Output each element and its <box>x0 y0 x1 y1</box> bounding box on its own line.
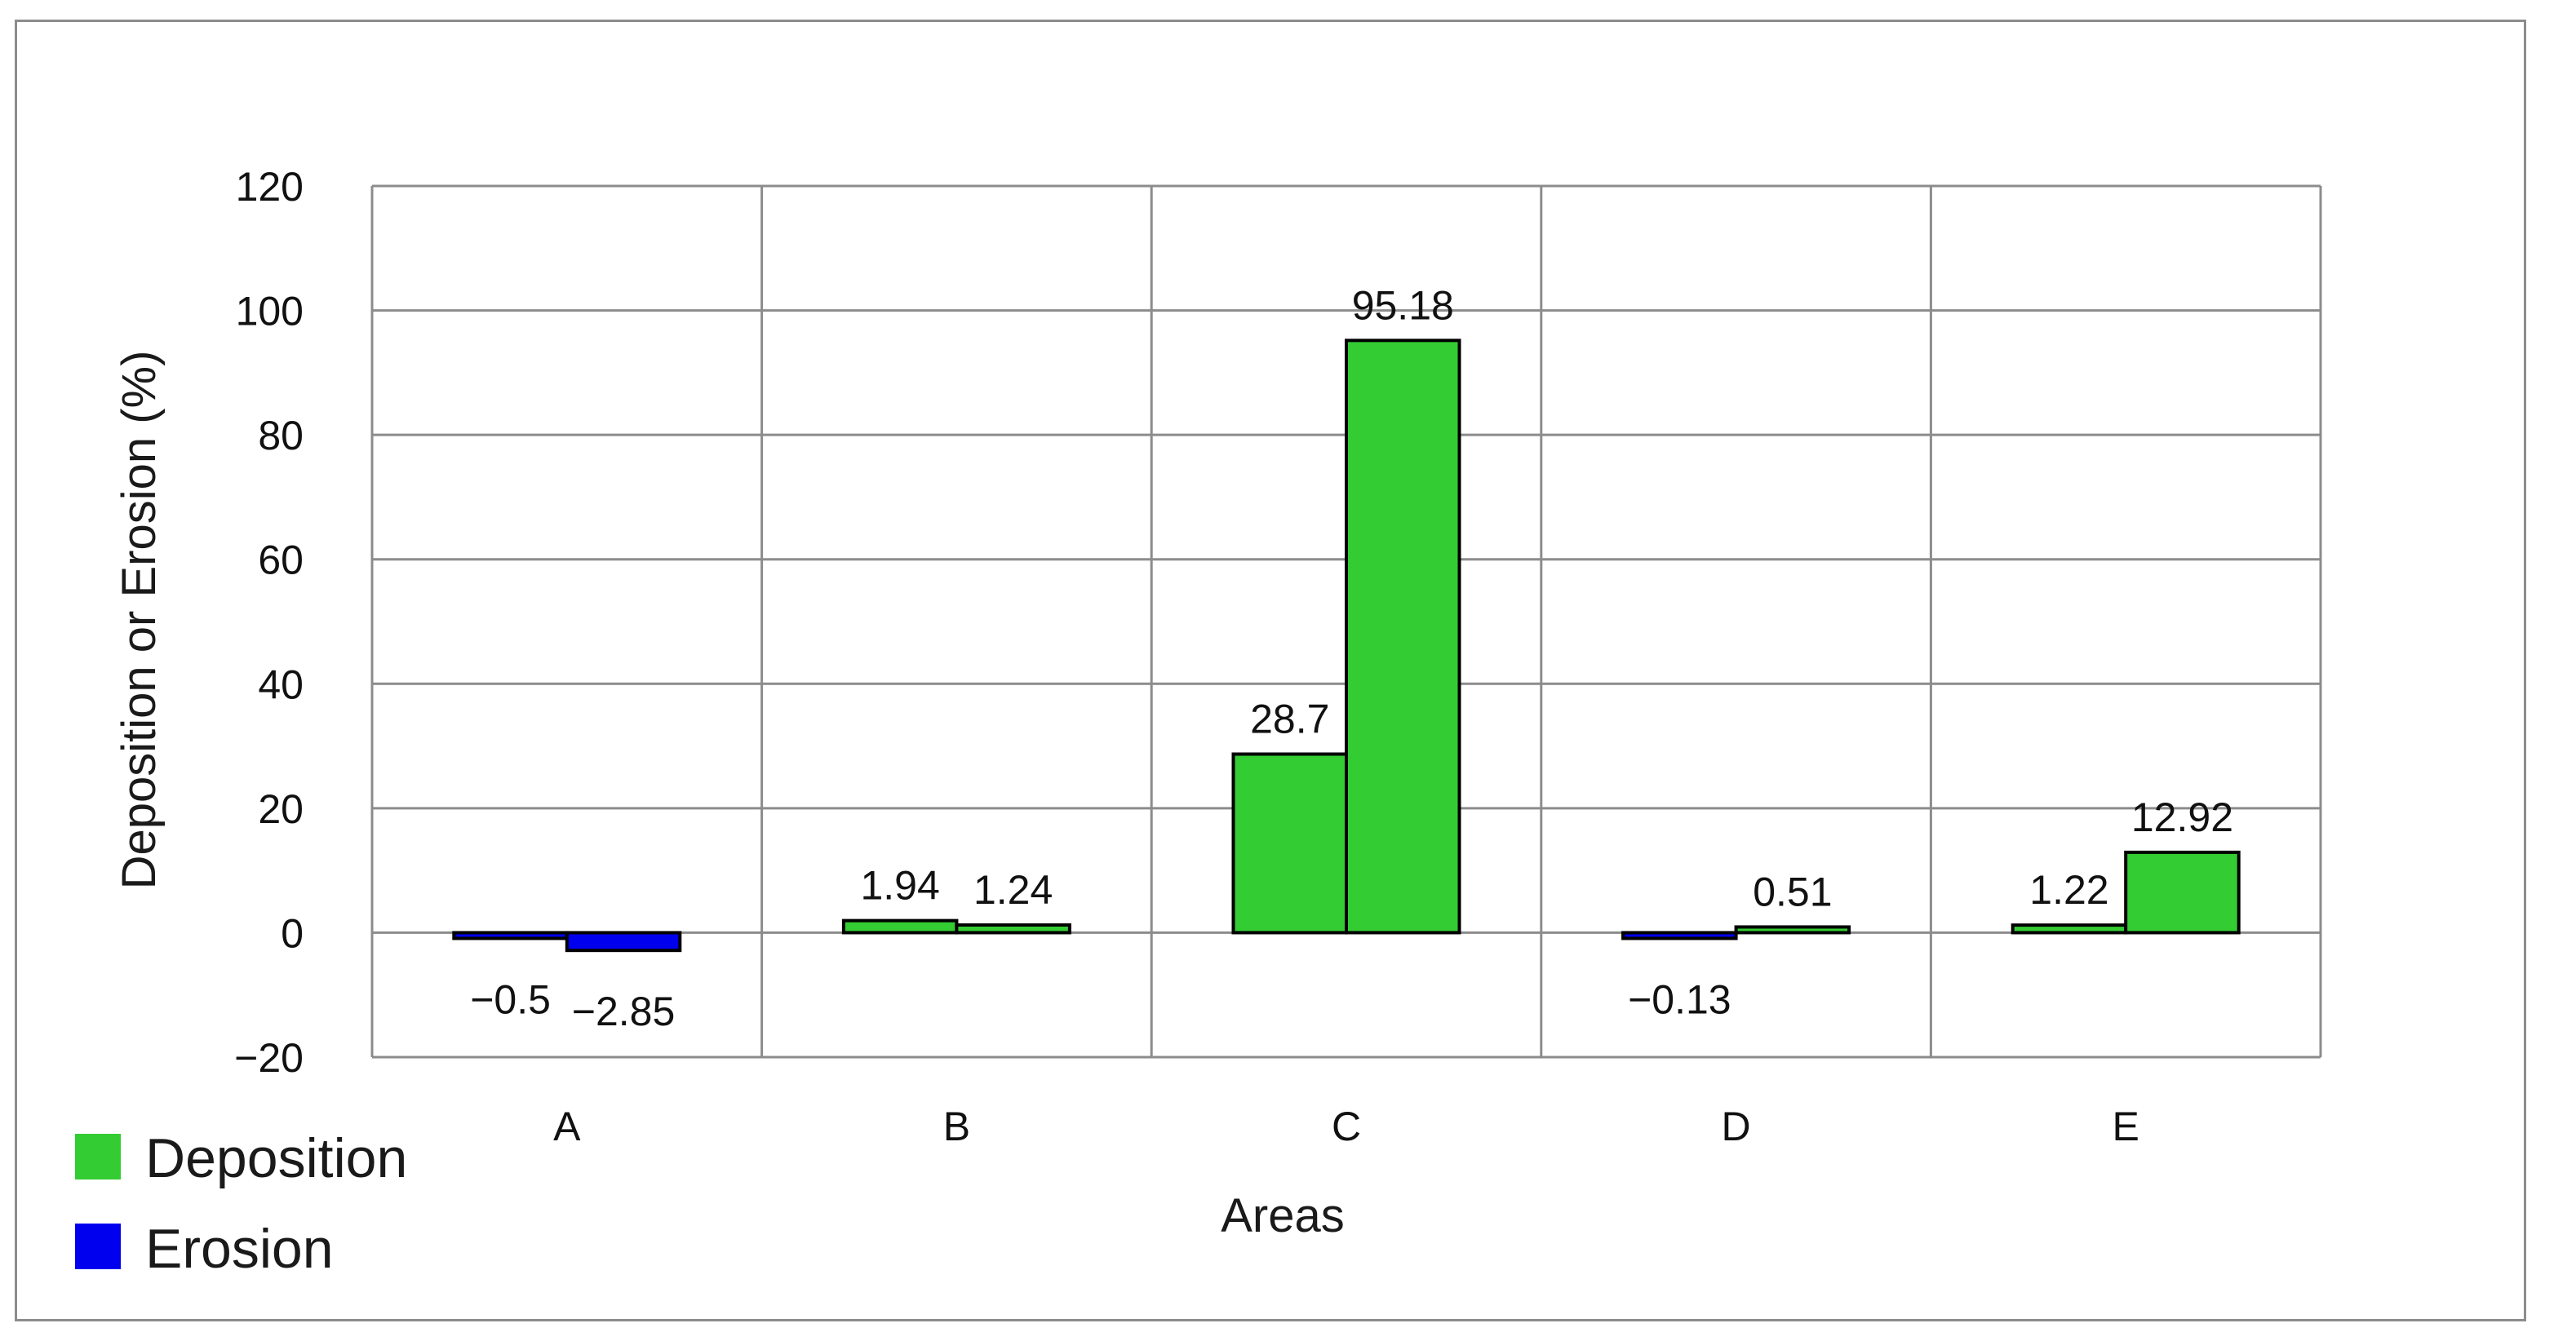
y-tick-label-0: −20 <box>234 1035 304 1081</box>
chart-frame <box>15 20 2526 1321</box>
data-label-s2-e: 12.92 <box>2131 794 2233 840</box>
x-tick-label-d: D <box>1722 1104 1751 1149</box>
legend-swatch-deposition <box>75 1134 121 1179</box>
x-axis-ticks: A B C D E <box>553 1104 2139 1149</box>
bar-s1-a <box>452 931 569 940</box>
y-tick-label-7: 120 <box>236 164 304 210</box>
data-labels: −0.5 1.94 28.7 −0.13 1.22 −2.85 1.24 95.18 0.51 1… <box>470 282 2233 1034</box>
x-axis-title: Areas <box>1221 1189 1345 1242</box>
bar-s1-c <box>1231 752 1348 935</box>
bar-s2-a <box>565 931 682 953</box>
bar-s1-b <box>841 918 959 935</box>
x-tick-label-e: E <box>2113 1104 2139 1149</box>
y-tick-label-3: 40 <box>258 662 304 707</box>
y-tick-label-2: 20 <box>258 786 304 832</box>
data-label-s1-b: 1.94 <box>860 863 939 909</box>
y-axis-title: Deposition or Erosion (%) <box>113 351 166 890</box>
legend-label-erosion: Erosion <box>145 1218 334 1280</box>
y-axis-ticks: −20 0 20 40 60 80 100 120 <box>234 164 304 1081</box>
data-label-s2-c: 95.18 <box>1352 282 1454 328</box>
data-label-s1-e: 1.22 <box>2029 867 2108 913</box>
data-label-s2-b: 1.24 <box>973 867 1053 913</box>
bar-s1-d <box>1621 931 1738 940</box>
data-label-s2-a: −2.85 <box>572 989 676 1034</box>
y-tick-label-5: 80 <box>258 413 304 458</box>
x-tick-label-b: B <box>943 1104 970 1149</box>
bar-s2-d <box>1734 925 1851 935</box>
data-label-s2-d: 0.51 <box>1753 869 1832 914</box>
gridlines <box>370 184 2322 1059</box>
data-label-s1-a: −0.5 <box>470 976 551 1022</box>
x-tick-label-a: A <box>553 1104 581 1149</box>
bar-s2-b <box>955 923 1071 935</box>
legend: Deposition Erosion <box>75 1127 407 1280</box>
data-label-s1-d: −0.13 <box>1628 976 1731 1022</box>
legend-swatch-erosion <box>75 1224 121 1269</box>
bar-s1-e <box>2011 923 2128 935</box>
y-tick-label-4: 60 <box>258 538 304 583</box>
data-label-s1-c: 28.7 <box>1250 696 1329 741</box>
y-tick-label-1: 0 <box>281 910 304 956</box>
legend-label-deposition: Deposition <box>145 1127 407 1189</box>
bar-s2-c <box>1345 339 1461 935</box>
y-tick-label-6: 100 <box>236 289 304 334</box>
x-tick-label-c: C <box>1332 1104 1361 1149</box>
bars <box>452 339 2241 953</box>
bar-s2-e <box>2124 850 2241 935</box>
